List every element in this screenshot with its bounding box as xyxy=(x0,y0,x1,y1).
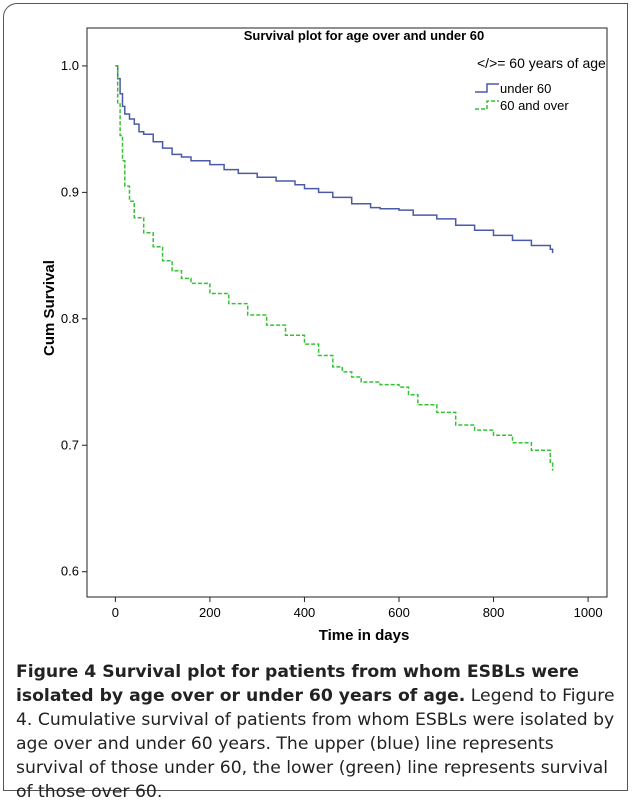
y-tick-label: 0.9 xyxy=(61,184,79,199)
legend-swatch xyxy=(475,83,499,93)
survival-chart: Survival plot for age over and under 60 … xyxy=(41,27,608,644)
legend-items: under 60 60 and over xyxy=(475,81,569,113)
caption-body: Legend to Figure 4. Cumulative survival … xyxy=(16,686,615,802)
legend: </>= 60 years of age under 60 60 and over xyxy=(475,55,606,113)
y-tick-label: 0.8 xyxy=(61,311,79,326)
x-tick-label: 1000 xyxy=(574,605,603,620)
x-tick-label: 0 xyxy=(112,605,119,620)
y-tick-label: 1.0 xyxy=(61,58,79,73)
x-axis-label: Time in days xyxy=(319,627,410,644)
x-tick-label: 800 xyxy=(483,605,505,620)
y-tick-label: 0.6 xyxy=(61,564,79,579)
plot-area-border xyxy=(86,27,608,598)
chart-title: Survival plot for age over and under 60 xyxy=(244,28,485,43)
series-lines xyxy=(115,65,554,471)
legend-label: 60 and over xyxy=(500,98,569,113)
figure-caption: Figure 4 Survival plot for patients from… xyxy=(16,660,616,804)
figure-frame xyxy=(3,3,628,791)
series-line-under-60 xyxy=(115,65,554,254)
x-tick-label: 600 xyxy=(388,605,410,620)
y-axis-label: Cum Survival xyxy=(41,260,58,356)
x-tick-label: 400 xyxy=(294,605,316,620)
axes: 0 200 400 600 800 1000 0.6 0.7 0.8 0.9 1.0 xyxy=(61,27,608,620)
series-line-60-and-over xyxy=(115,65,554,471)
legend-swatch xyxy=(475,100,499,110)
legend-label: under 60 xyxy=(500,81,551,96)
legend-title: </>= 60 years of age xyxy=(477,55,606,71)
x-tick-label: 200 xyxy=(199,605,221,620)
y-tick-label: 0.7 xyxy=(61,437,79,452)
caption-title: Figure 4 Survival plot for patients from… xyxy=(16,662,579,706)
